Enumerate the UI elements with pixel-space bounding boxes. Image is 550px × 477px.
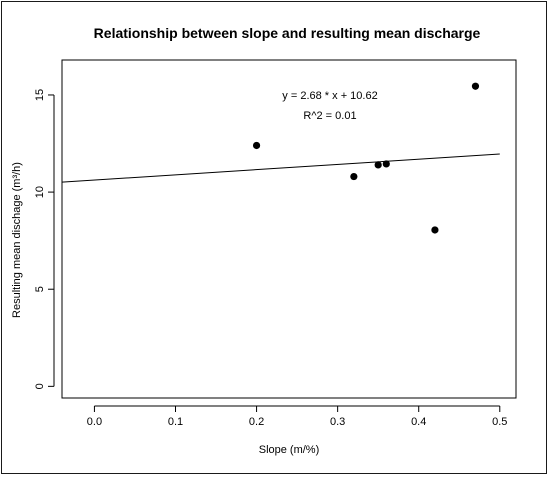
y-tick-label: 5 [34,286,46,292]
regression-layer [61,153,500,183]
chart-title: Relationship between slope and resulting… [94,25,481,41]
data-point [431,226,439,234]
y-tick-label: 10 [34,186,46,198]
points-layer [252,82,480,234]
equation-annotation: y = 2.68 * x + 10.62 [282,90,377,102]
x-tick-label: 0.3 [330,416,345,428]
r2-annotation: R^2 = 0.01 [303,110,356,122]
x-tick-label: 0.4 [411,416,426,428]
x-axis: 0.0 0.1 0.2 0.3 0.4 0.5 [87,405,507,428]
x-tick-label: 0.0 [87,416,102,428]
regression-line [61,153,500,183]
x-tick-label: 0.2 [249,416,264,428]
data-point [252,141,261,150]
data-point [471,82,480,90]
y-axis-label: Resulting mean dischage (m³/h) [11,162,23,318]
data-point [374,161,382,169]
y-axis: 0 5 10 15 [34,89,55,389]
x-tick-label: 0.1 [168,416,183,428]
data-point [382,160,390,168]
y-tick-label: 0 [34,383,46,389]
y-tick-label: 15 [34,89,46,101]
x-tick-label: 0.5 [492,416,507,428]
data-point [350,172,358,181]
plot-area [61,59,517,399]
x-axis-label: Slope (m/%) [259,444,320,456]
